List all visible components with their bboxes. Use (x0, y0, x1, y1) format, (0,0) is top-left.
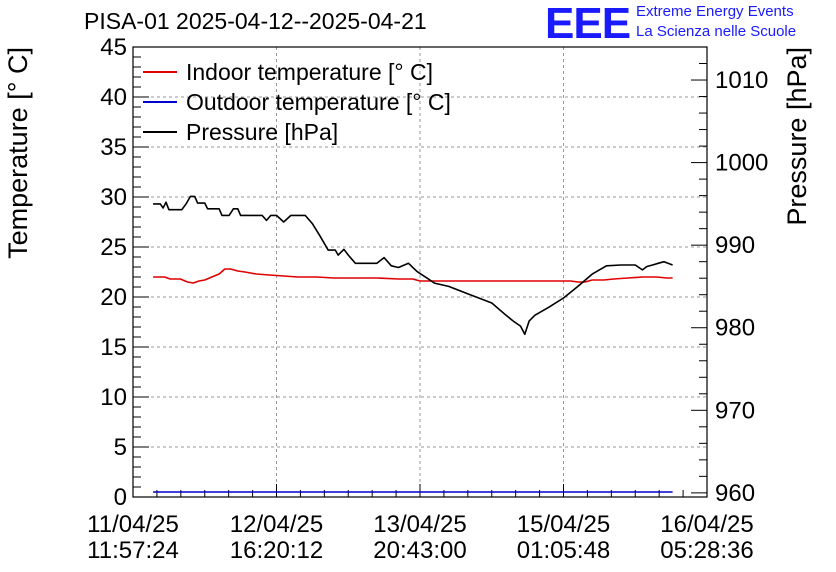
x-tick-label-time: 01:05:48 (517, 537, 610, 564)
grid-lines (133, 47, 707, 497)
y2-tick-label: 980 (715, 315, 755, 342)
chart-title: PISA-01 2025-04-12--2025-04-21 (84, 8, 427, 34)
y-tick-label: 5 (114, 434, 127, 461)
y2-tick-label: 1010 (715, 67, 768, 94)
x-tick-label-time: 05:28:36 (660, 537, 753, 564)
series-line-0 (153, 268, 673, 284)
y-tick-label: 20 (100, 284, 127, 311)
y-tick-label: 0 (114, 484, 127, 511)
logo-line-2: La Scienza nelle Scuole (636, 23, 797, 40)
series-lines (153, 195, 673, 493)
y2-tick-label: 1000 (715, 150, 768, 177)
series-line-2 (153, 195, 673, 336)
eee-logo: EEE (545, 0, 631, 48)
y-axis-temperature: 0 5 10 15 20 25 30 35 40 45 (100, 34, 149, 511)
x-tick-label-date: 16/04/25 (660, 511, 753, 538)
y-tick-label: 25 (100, 234, 127, 261)
y2-tick-label: 970 (715, 397, 755, 424)
y-tick-label: 35 (100, 134, 127, 161)
y-axis-pressure: 960 970 980 990 1000 1010 (691, 46, 768, 507)
y-tick-label: 40 (100, 84, 127, 111)
y-tick-label: 15 (100, 334, 127, 361)
legend: Indoor temperature [° C] Outdoor temperat… (143, 59, 451, 145)
x-tick-label-time: 20:43:00 (373, 537, 466, 564)
x-tick-label-time: 11:57:24 (87, 537, 179, 564)
x-tick-label-date: 13/04/25 (373, 511, 466, 538)
legend-label-2: Pressure [hPa] (186, 119, 338, 145)
x-tick-label-time: 16:20:12 (230, 537, 323, 564)
y-axis-title: Temperature [° C] (3, 47, 33, 259)
y2-tick-label: 960 (715, 480, 755, 507)
y2-tick-label: 990 (715, 232, 755, 259)
x-tick-label-date: 15/04/25 (517, 511, 610, 538)
y-tick-label: 10 (100, 384, 127, 411)
x-tick-label-date: 11/04/25 (87, 511, 179, 538)
y2-axis-title: Pressure [hPa] (782, 47, 812, 226)
y-tick-label: 30 (100, 184, 127, 211)
y-tick-label: 45 (100, 34, 127, 61)
x-tick-label-date: 12/04/25 (230, 511, 323, 538)
legend-label-0: Indoor temperature [° C] (186, 59, 433, 85)
logo-line-1: Extreme Energy Events (636, 3, 794, 20)
legend-label-1: Outdoor temperature [° C] (186, 89, 451, 115)
